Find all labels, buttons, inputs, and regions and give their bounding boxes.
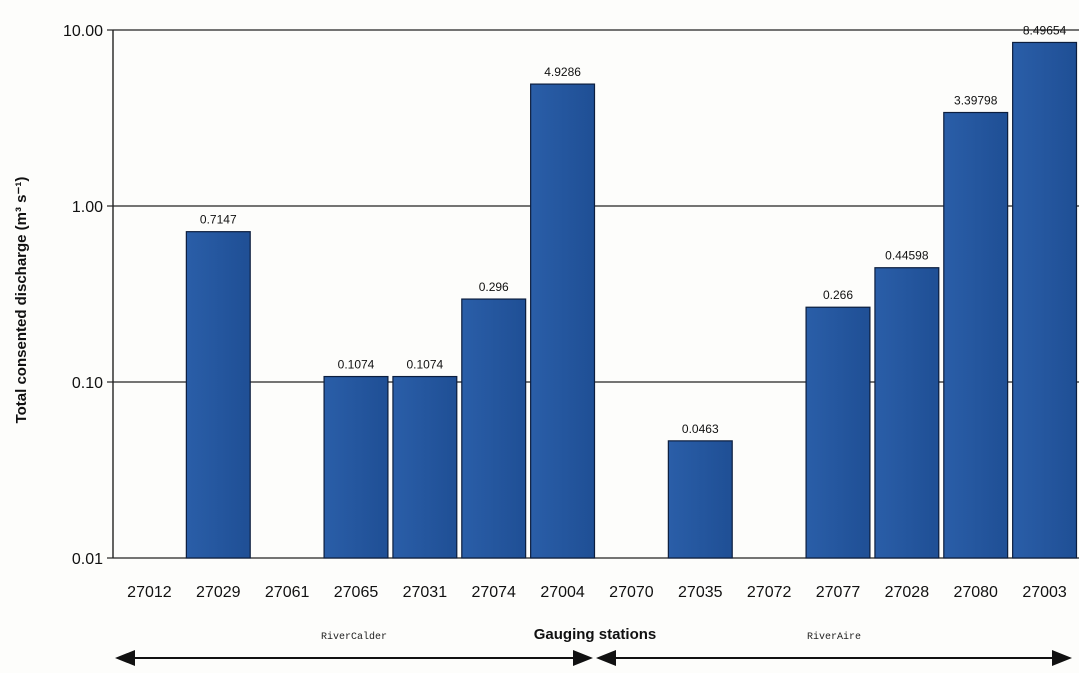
x-tick-labels: 27012 27029 27061 27065 27031 27074 27004 27070… <box>127 584 1067 601</box>
bar-27065 <box>323 375 389 559</box>
bar-27004 <box>530 83 596 559</box>
bar-27031 <box>392 375 458 559</box>
y-tick-label: 0.01 <box>72 551 103 568</box>
x-tick-label: 27070 <box>609 584 654 601</box>
x-tick-label: 27074 <box>471 584 516 601</box>
bar-27080 <box>943 111 1009 559</box>
data-label-27074: 0.296 <box>479 280 509 294</box>
x-tick-label: 27080 <box>953 584 998 601</box>
data-label-27029: 0.7147 <box>200 213 237 227</box>
group-label: RiverCalder <box>321 631 387 643</box>
bar-27035 <box>667 440 733 559</box>
bar-27028 <box>874 267 940 559</box>
bar-27077 <box>805 306 871 559</box>
arrow-head-right <box>573 650 593 666</box>
x-tick-label: 27028 <box>885 584 930 601</box>
arrow-head-right <box>1052 650 1072 666</box>
data-label-27003: 8.49654 <box>1023 23 1067 37</box>
arrow-head-left <box>596 650 616 666</box>
arrow-head-left <box>115 650 135 666</box>
x-tick-label: 27077 <box>816 584 861 601</box>
bar-27029 <box>185 231 251 559</box>
x-axis-label: Gauging stations <box>534 626 657 643</box>
bar-27074 <box>461 298 527 559</box>
x-tick-label: 27029 <box>196 584 241 601</box>
data-label-27035: 0.0463 <box>682 422 719 436</box>
station-groups: RiverCalder RiverAire <box>115 631 1072 666</box>
bars <box>185 41 1078 559</box>
data-label-27077: 0.266 <box>823 288 853 302</box>
data-label-27004: 4.9286 <box>544 65 581 79</box>
y-axis-label: Total consented discharge (m³ s⁻¹) <box>13 177 30 424</box>
x-tick-label: 27072 <box>747 584 792 601</box>
data-label-27065: 0.1074 <box>338 358 375 372</box>
y-tick-label: 0.10 <box>72 375 103 392</box>
x-tick-label: 27003 <box>1022 584 1067 601</box>
x-tick-label: 27061 <box>265 584 310 601</box>
data-label-27080: 3.39798 <box>954 94 998 108</box>
group-label: RiverAire <box>807 631 861 643</box>
data-label-27031: 0.1074 <box>407 358 444 372</box>
x-tick-label: 27031 <box>403 584 448 601</box>
axes <box>107 29 114 559</box>
x-tick-label: 27065 <box>334 584 379 601</box>
y-tick-label: 1.00 <box>72 199 103 216</box>
y-tick-labels: 0.01 0.10 1.00 10.00 <box>63 23 103 568</box>
x-tick-label: 27004 <box>540 584 585 601</box>
x-tick-label: 27012 <box>127 584 172 601</box>
data-label-27028: 0.44598 <box>885 249 929 263</box>
y-tick-label: 10.00 <box>63 23 103 40</box>
bar-27003 <box>1012 41 1078 559</box>
x-tick-label: 27035 <box>678 584 723 601</box>
data-labels: 0.7147 0.1074 0.1074 0.296 4.9286 0.0463 0.266… <box>200 23 1067 435</box>
